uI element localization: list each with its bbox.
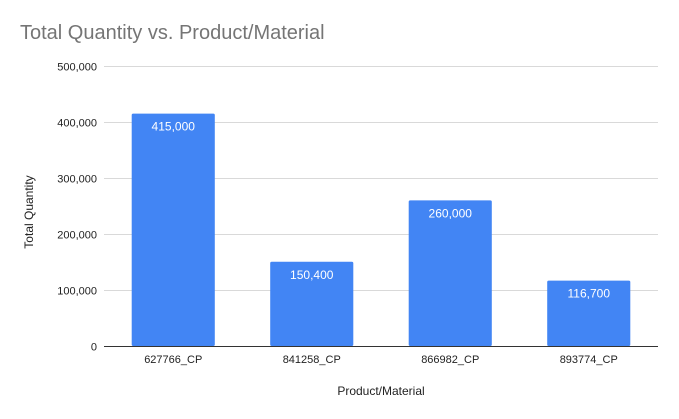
y-tick-label: 300,000: [57, 174, 97, 186]
chart-title: Total Quantity vs. Product/Material: [20, 22, 325, 44]
y-tick-label: 400,000: [57, 118, 97, 130]
bar-841258_CP: [270, 261, 354, 346]
bar-893774_CP: [547, 280, 631, 346]
x-tick-label: 866982_CP: [421, 354, 479, 366]
x-tick-label: 841258_CP: [283, 354, 341, 366]
bar-627766_CP: [131, 113, 215, 346]
y-tick-label: 200,000: [57, 230, 97, 242]
data-label-841258_CP: 150,400: [290, 268, 334, 282]
bar-866982_CP: [408, 200, 492, 346]
y-axis-label: Total Quantity: [22, 175, 36, 248]
y-tick-label: 500,000: [57, 62, 97, 74]
bars: 415,000 150,400 260,000 116,700: [131, 113, 631, 346]
x-axis-ticks: 627766_CP 841258_CP 866982_CP 893774_CP: [144, 354, 618, 366]
y-tick-label: 100,000: [57, 286, 97, 298]
data-label-866982_CP: 260,000: [429, 206, 473, 220]
x-tick-label: 893774_CP: [560, 354, 618, 366]
y-axis-ticks: 0 100,000 200,000 300,000 400,000 500,000: [57, 62, 97, 354]
data-label-893774_CP: 116,700: [568, 287, 611, 301]
data-label-627766_CP: 415,000: [152, 120, 196, 134]
y-tick-label: 0: [91, 342, 97, 354]
x-tick-label: 627766_CP: [144, 354, 202, 366]
x-axis-label: Product/Material: [337, 384, 424, 398]
